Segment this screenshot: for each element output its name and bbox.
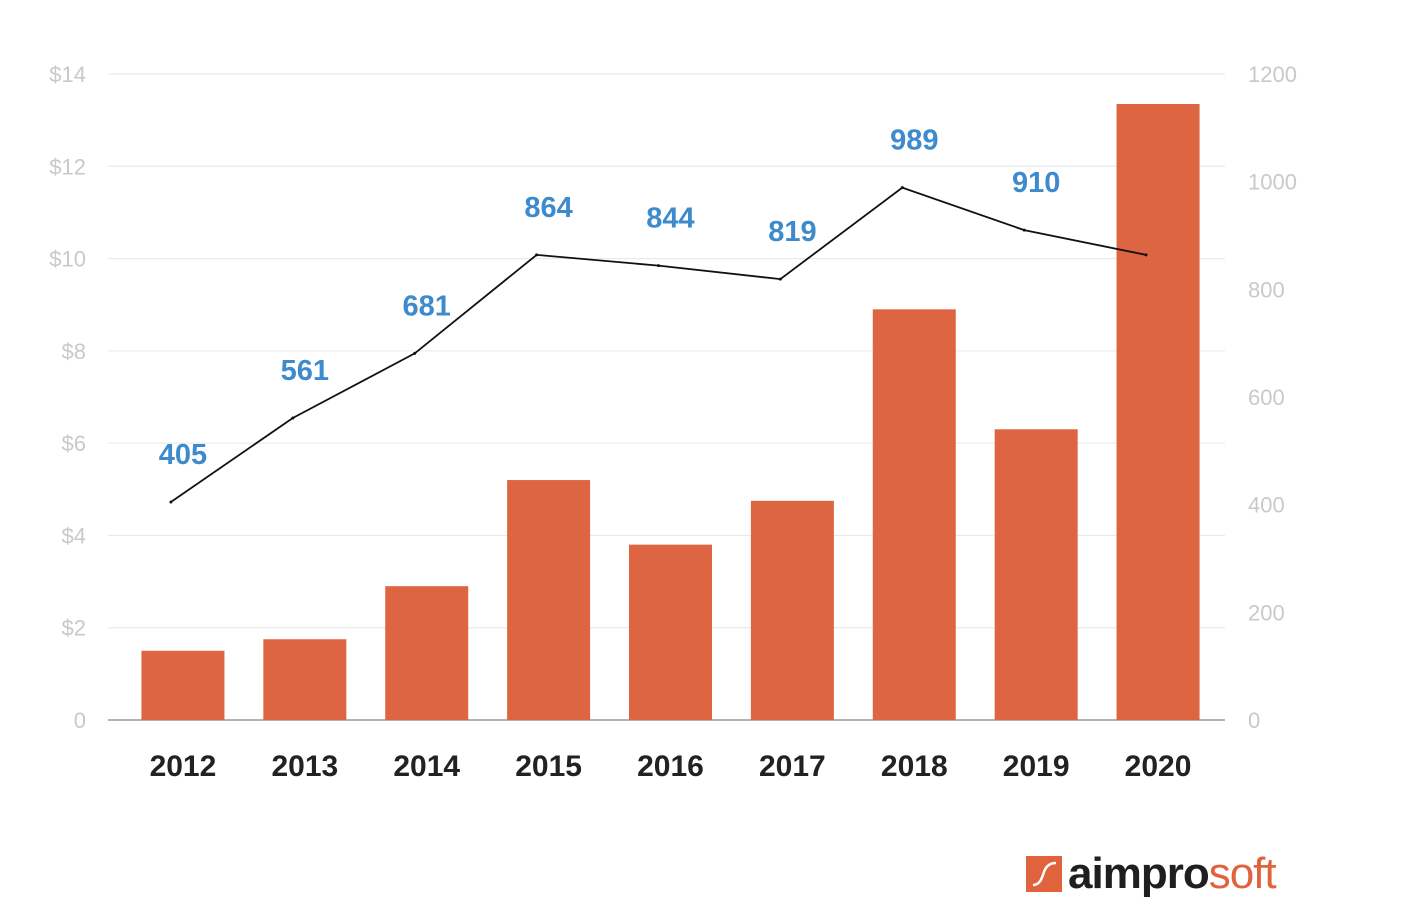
bar — [994, 429, 1078, 720]
left-tick-label: $12 — [49, 154, 86, 179]
line-data-label: 864 — [524, 192, 572, 224]
brand-logo: aimprosoft — [1026, 849, 1277, 898]
left-tick-label: 0 — [74, 708, 86, 733]
line-point — [1022, 228, 1026, 232]
bar-series — [141, 103, 1200, 720]
left-tick-label: $10 — [49, 247, 86, 272]
left-tick-label: $8 — [62, 339, 86, 364]
right-tick-label: 200 — [1248, 600, 1285, 625]
left-axis: 0 $2 $4 $6 $8 $10 $12 $14 — [49, 62, 86, 733]
bar — [507, 480, 591, 720]
line-data-label: 844 — [646, 203, 694, 235]
line-point — [778, 277, 782, 281]
x-axis: 2012 2013 2014 2015 2016 2017 2018 2019 2020 — [150, 750, 1192, 783]
right-tick-label: 600 — [1248, 385, 1285, 410]
logo-text-accent: soft — [1208, 849, 1277, 898]
line-series — [169, 186, 1148, 504]
x-tick-label: 2015 — [515, 750, 582, 783]
x-tick-label: 2016 — [637, 750, 704, 783]
bar — [750, 500, 834, 720]
grid-lines — [108, 73, 1225, 721]
line-point — [1144, 253, 1148, 257]
line-point — [291, 416, 295, 420]
line-data-label: 989 — [890, 125, 938, 157]
line-point — [169, 500, 173, 504]
bar — [385, 586, 469, 720]
right-tick-label: 1000 — [1248, 170, 1297, 195]
logo-mark-icon — [1026, 856, 1062, 892]
line-data-label: 910 — [1012, 167, 1060, 199]
bar — [141, 650, 225, 720]
right-tick-label: 800 — [1248, 277, 1285, 302]
line-point — [657, 264, 660, 268]
bar — [1116, 103, 1200, 720]
right-tick-label: 1200 — [1248, 62, 1297, 87]
line-point — [535, 253, 539, 257]
left-tick-label: $4 — [62, 523, 86, 548]
logo-text-dark: aimpro — [1068, 849, 1210, 898]
data-labels: 405 561 681 864 844 819 989 910 — [159, 125, 1061, 471]
x-tick-label: 2020 — [1125, 750, 1192, 783]
right-tick-label: 0 — [1248, 708, 1260, 733]
line-data-label: 561 — [281, 355, 329, 387]
bar — [872, 309, 956, 720]
x-tick-label: 2019 — [1003, 750, 1070, 783]
bar — [629, 544, 712, 720]
x-tick-label: 2013 — [271, 750, 338, 783]
left-tick-label: $14 — [49, 62, 86, 87]
x-tick-label: 2014 — [393, 750, 460, 783]
left-tick-label: $6 — [62, 431, 86, 456]
right-tick-label: 400 — [1248, 493, 1285, 518]
left-tick-label: $2 — [62, 616, 86, 641]
line-data-label: 819 — [768, 216, 816, 248]
x-tick-label: 2018 — [881, 750, 948, 783]
logo-text: aimprosoft — [1068, 849, 1277, 898]
line-point — [413, 351, 417, 355]
x-tick-label: 2012 — [150, 750, 217, 783]
line-data-label: 681 — [403, 290, 451, 322]
right-axis: 0 200 400 600 800 1000 1200 — [1248, 62, 1297, 733]
bar — [263, 639, 347, 720]
line-point — [900, 186, 904, 190]
x-tick-label: 2017 — [759, 750, 826, 783]
line-data-label: 405 — [159, 439, 207, 471]
